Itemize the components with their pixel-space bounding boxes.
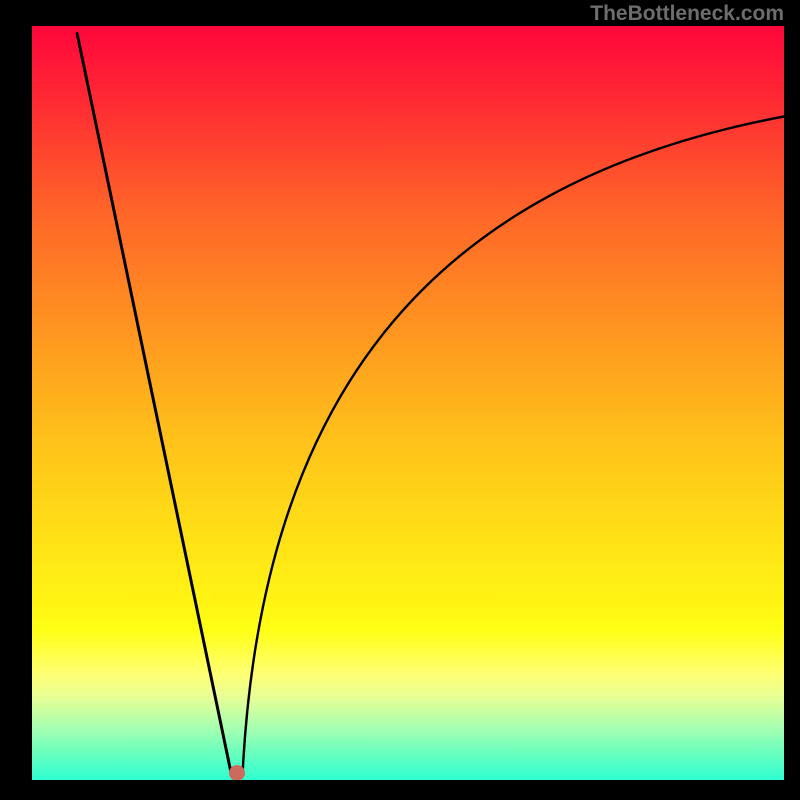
plot-area [32, 26, 784, 780]
watermark-text: TheBottleneck.com [590, 2, 784, 26]
chart-frame: TheBottleneck.com [0, 0, 800, 800]
minimum-marker [229, 765, 245, 780]
bottleneck-curve [32, 26, 784, 780]
